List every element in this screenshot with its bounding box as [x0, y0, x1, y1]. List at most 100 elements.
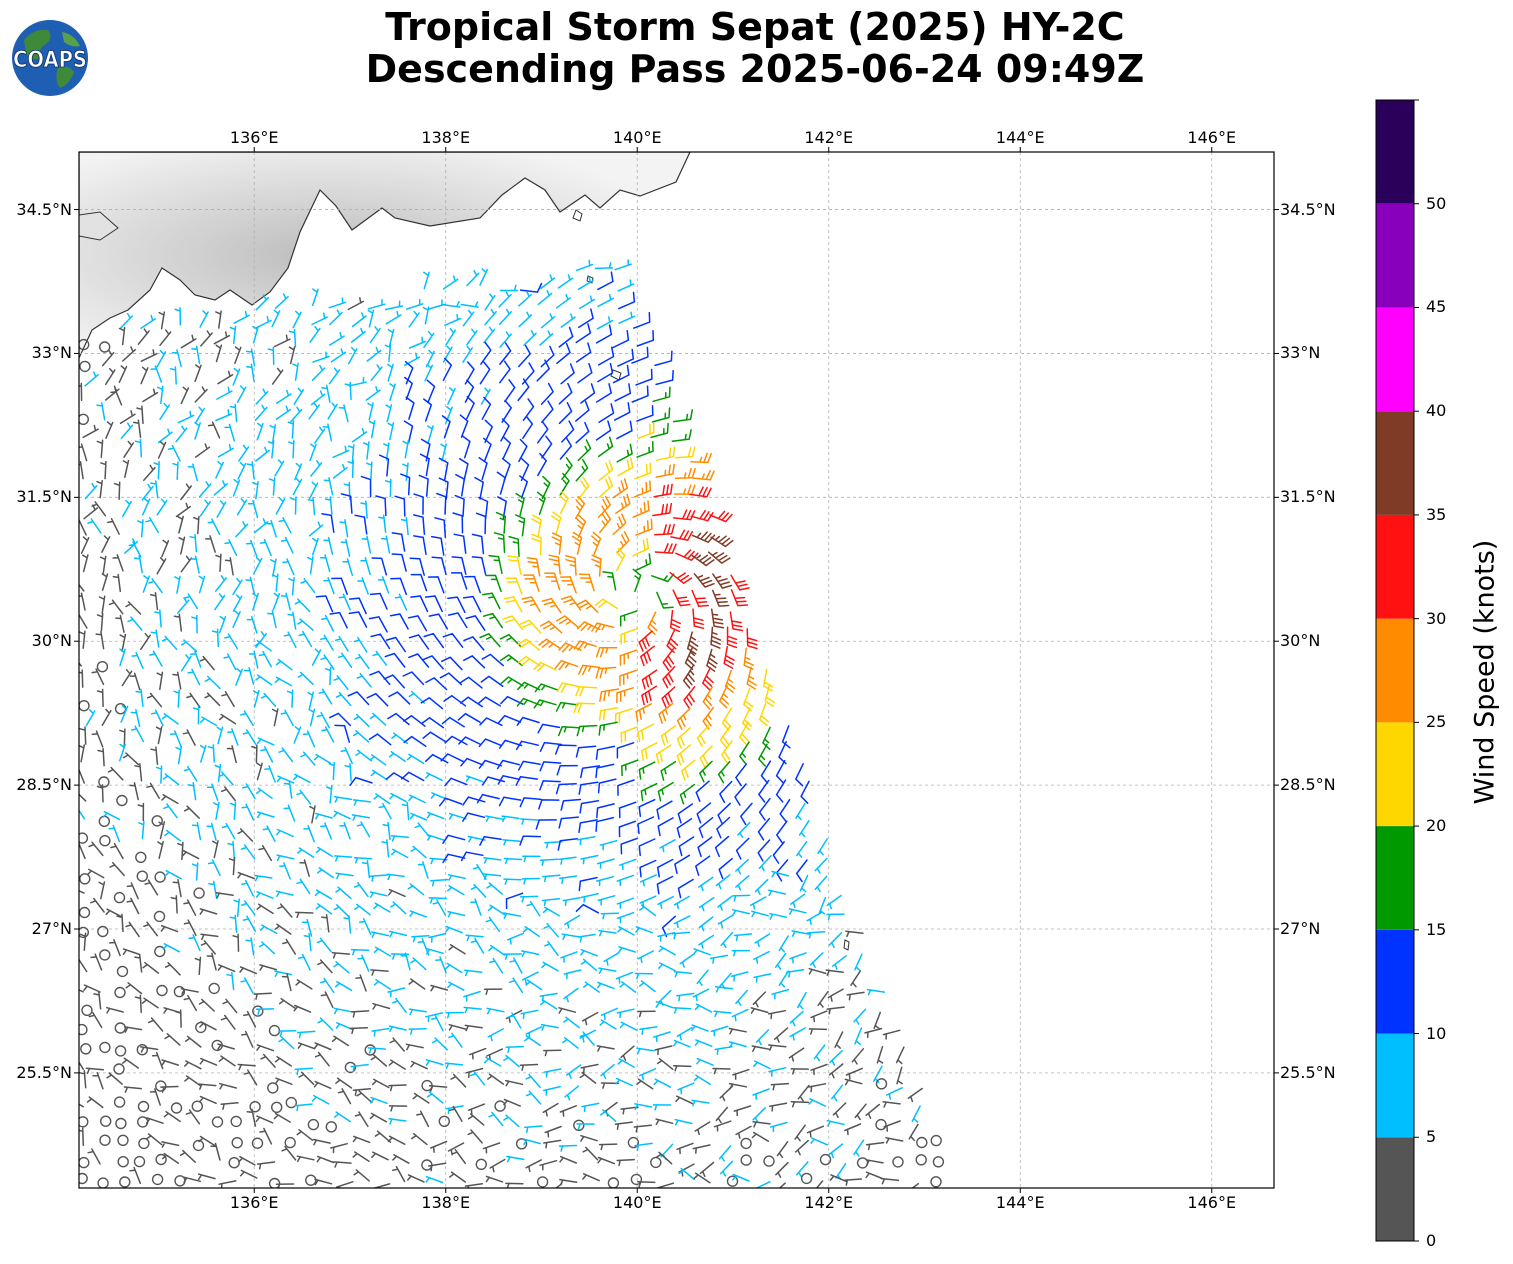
- wind-barb: [844, 1123, 862, 1136]
- wind-barb: [717, 802, 732, 825]
- wind-barb: [96, 439, 104, 458]
- wind-barb: [130, 725, 145, 743]
- wind-barb: [596, 981, 615, 990]
- wind-barb: [96, 784, 104, 803]
- wind-barb: [445, 328, 457, 346]
- wind-barb: [558, 1144, 578, 1152]
- wind-barb: [292, 310, 302, 329]
- wind-barb: [187, 668, 201, 686]
- wind-barb: [106, 1072, 123, 1085]
- wind-barb: [826, 913, 845, 921]
- wind-barb: [571, 531, 583, 555]
- colorbar-tick-label: 45: [1426, 297, 1447, 317]
- wind-barb: [101, 573, 109, 591]
- wind-barb: [639, 859, 657, 878]
- wind-barb: [697, 836, 713, 858]
- wind-barb: [621, 759, 639, 777]
- wind-barb: [656, 1057, 674, 1071]
- wind-barb: [421, 717, 445, 729]
- wind-barb: [243, 1010, 257, 1028]
- colorbar-bin: [1376, 826, 1414, 930]
- calm-wind-marker: [79, 1172, 88, 1185]
- wind-barb: [303, 825, 315, 843]
- wind-barb: [137, 802, 145, 822]
- wind-barb: [579, 1071, 597, 1084]
- wind-barb: [410, 595, 429, 613]
- wind-barb: [538, 638, 562, 650]
- wind-barb: [478, 738, 502, 748]
- wind-barb: [226, 971, 235, 991]
- wind-barb: [280, 536, 294, 554]
- wind-barb: [79, 630, 86, 649]
- wind-barb: [311, 364, 326, 381]
- wind-barb: [223, 653, 237, 671]
- wind-barb: [733, 933, 753, 942]
- wind-barb: [142, 388, 159, 403]
- calm-wind-marker: [307, 1118, 320, 1131]
- wind-barb: [372, 1002, 391, 1010]
- wind-barb: [752, 991, 767, 1008]
- wind-barb: [438, 797, 463, 807]
- wind-barb: [442, 632, 464, 648]
- wind-barb: [334, 724, 351, 743]
- wind-barb: [615, 1077, 633, 1087]
- wind-barb: [653, 483, 673, 498]
- wind-barb: [302, 730, 316, 748]
- wind-barb: [599, 1019, 617, 1030]
- calm-wind-marker: [892, 1156, 904, 1168]
- globe-logo-icon: COAPS: [12, 20, 88, 96]
- wind-barb: [579, 799, 600, 814]
- wind-barb: [737, 821, 751, 839]
- wind-barb: [560, 951, 578, 963]
- wind-barb: [619, 669, 637, 687]
- wind-barb: [98, 881, 106, 900]
- wind-barb: [620, 1106, 639, 1115]
- wind-barb: [834, 1031, 844, 1049]
- wind-barb: [427, 299, 446, 310]
- wind-barb: [654, 523, 675, 536]
- wind-barb: [634, 462, 652, 480]
- wind-barb: [698, 876, 714, 892]
- wind-barb: [556, 682, 580, 693]
- wind-barb: [277, 903, 293, 918]
- lat-tick-label: 28.5°N: [16, 775, 72, 795]
- wind-barb: [361, 859, 371, 879]
- wind-barb: [282, 938, 297, 955]
- wind-barb: [423, 398, 433, 422]
- wind-barb: [424, 363, 434, 382]
- wind-barb: [485, 815, 504, 822]
- wind-barb: [420, 697, 444, 710]
- wind-barb: [457, 712, 481, 724]
- wind-barb: [183, 994, 198, 1012]
- wind-barb: [459, 676, 483, 689]
- wind-barb: [295, 979, 313, 990]
- wind-barb: [631, 346, 649, 364]
- wind-barb: [507, 555, 522, 575]
- calm-wind-marker: [151, 1173, 164, 1186]
- wind-barb: [635, 368, 653, 386]
- wind-barb: [690, 452, 712, 464]
- wind-barb: [172, 879, 182, 898]
- wind-barb: [656, 446, 676, 461]
- wind-barb: [489, 957, 504, 974]
- wind-barb: [538, 799, 560, 810]
- wind-barb: [790, 1100, 810, 1108]
- wind-barb: [693, 948, 711, 956]
- wind-barb: [439, 672, 463, 686]
- wind-barb: [320, 977, 335, 994]
- wind-barb: [827, 988, 844, 1002]
- wind-barb: [425, 677, 448, 691]
- wind-barb: [566, 1064, 582, 1079]
- wind-barb: [140, 632, 151, 651]
- wind-barb: [462, 812, 486, 822]
- wind-barb: [740, 802, 753, 826]
- calm-wind-marker: [155, 1080, 167, 1092]
- wind-barb: [660, 725, 677, 746]
- wind-barb: [577, 477, 590, 500]
- wind-barb: [180, 639, 198, 653]
- wind-barb: [256, 762, 263, 781]
- wind-barb: [283, 780, 293, 799]
- wind-barb: [108, 599, 124, 615]
- wind-barb: [523, 1138, 542, 1146]
- calm-wind-marker: [79, 926, 89, 939]
